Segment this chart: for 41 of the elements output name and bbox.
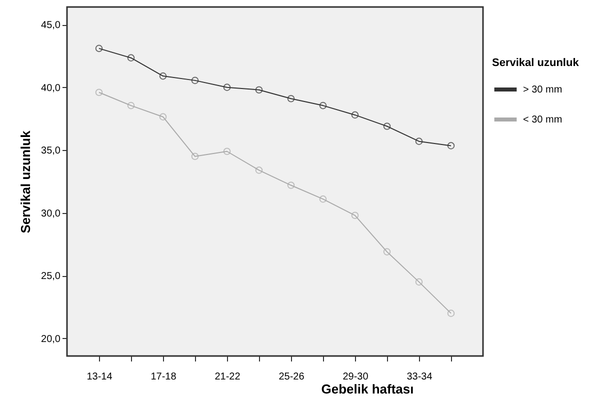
point: [415, 278, 423, 286]
point: [351, 212, 359, 220]
point: [255, 86, 263, 94]
point: [191, 76, 199, 84]
x-tick-label: 13-14: [86, 372, 113, 382]
x-tick-label: 25-26: [278, 372, 305, 382]
point: [191, 152, 199, 160]
legend-title: Servikal uzunluk: [492, 57, 580, 69]
point: [95, 44, 103, 52]
point: [415, 138, 423, 145]
x-tick-label: 29-30: [342, 372, 369, 382]
y-tick-label: 25,0: [41, 271, 61, 282]
point: [383, 248, 391, 256]
y-tick-label: 30,0: [41, 208, 61, 220]
point: [287, 94, 295, 102]
point: [319, 195, 327, 203]
legend-label: < 30 mm: [523, 114, 562, 126]
point: [127, 102, 135, 110]
point: [127, 54, 135, 62]
y-tick-label: 40,0: [41, 82, 61, 94]
point: [447, 142, 455, 150]
point: [223, 84, 231, 91]
point: [223, 148, 231, 156]
point: [383, 122, 391, 130]
y-axis-title: Servikal uzunluk: [18, 130, 34, 234]
point: [447, 310, 455, 317]
x-axis-title: Gebelik haftası: [321, 382, 414, 396]
y-tick-label: 20,0: [41, 334, 61, 345]
x-tick-label: 17-18: [150, 372, 177, 382]
point: [351, 111, 359, 119]
point: [319, 102, 327, 110]
x-tick-label: 21-22: [214, 372, 241, 382]
y-tick-label: 35,0: [41, 146, 61, 157]
y-tick-label: 45,0: [41, 20, 61, 32]
point: [159, 72, 167, 80]
x-tick-label: 33-34: [406, 372, 433, 382]
point: [159, 113, 167, 121]
point: [255, 166, 263, 174]
point: [95, 88, 103, 96]
legend-label: > 30 mm: [523, 84, 562, 96]
point: [287, 182, 295, 189]
